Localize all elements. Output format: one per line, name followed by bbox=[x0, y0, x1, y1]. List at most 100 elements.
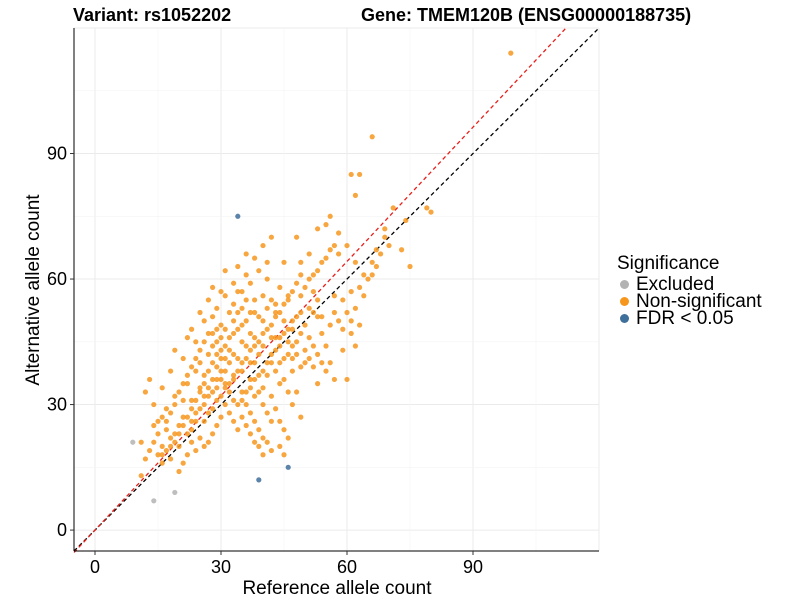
point-non-significant bbox=[281, 318, 287, 324]
point-non-significant bbox=[285, 351, 291, 357]
point-non-significant bbox=[210, 431, 216, 437]
point-non-significant bbox=[336, 230, 342, 236]
point-non-significant bbox=[289, 343, 295, 349]
point-non-significant bbox=[222, 326, 228, 332]
point-non-significant bbox=[382, 234, 388, 240]
point-non-significant bbox=[273, 347, 279, 353]
point-non-significant bbox=[252, 297, 258, 303]
point-non-significant bbox=[205, 297, 211, 303]
point-non-significant bbox=[189, 406, 195, 412]
point-non-significant bbox=[243, 251, 249, 257]
point-non-significant bbox=[340, 297, 346, 303]
point-non-significant bbox=[239, 360, 245, 366]
point-non-significant bbox=[344, 376, 350, 383]
point-non-significant bbox=[352, 305, 358, 311]
point-non-significant bbox=[163, 406, 169, 412]
point-non-significant bbox=[184, 335, 190, 341]
point-non-significant bbox=[235, 401, 241, 408]
point-non-significant bbox=[310, 364, 316, 370]
point-non-significant bbox=[214, 376, 220, 383]
point-non-significant bbox=[176, 443, 182, 449]
point-non-significant bbox=[231, 418, 237, 424]
point-non-significant bbox=[231, 318, 237, 324]
point-non-significant bbox=[508, 50, 514, 56]
point-non-significant bbox=[205, 330, 211, 337]
point-non-significant bbox=[264, 326, 270, 332]
point-non-significant bbox=[273, 335, 279, 341]
point-non-significant bbox=[197, 385, 203, 391]
axes bbox=[73, 28, 599, 552]
point-non-significant bbox=[336, 318, 342, 324]
point-non-significant bbox=[201, 393, 207, 399]
point-non-significant bbox=[155, 431, 161, 437]
point-non-significant bbox=[319, 259, 325, 265]
point-non-significant bbox=[264, 305, 270, 311]
point-non-significant bbox=[361, 272, 367, 278]
point-non-significant bbox=[268, 447, 274, 454]
point-non-significant bbox=[252, 393, 258, 399]
point-non-significant bbox=[218, 368, 224, 374]
point-non-significant bbox=[226, 360, 232, 366]
point-non-significant bbox=[302, 360, 308, 366]
point-non-significant bbox=[197, 360, 203, 366]
point-non-significant bbox=[147, 447, 153, 454]
point-non-significant bbox=[189, 418, 195, 424]
point-non-significant bbox=[348, 171, 354, 178]
point-non-significant bbox=[289, 355, 295, 362]
point-non-significant bbox=[243, 401, 249, 408]
point-non-significant bbox=[260, 343, 266, 349]
y-axis-label: Alternative allele count bbox=[23, 194, 44, 386]
point-non-significant bbox=[294, 280, 300, 286]
point-non-significant bbox=[247, 360, 253, 366]
point-non-significant bbox=[231, 301, 237, 307]
legend-item-non-significant: Non-significant bbox=[617, 292, 762, 311]
point-non-significant bbox=[273, 314, 279, 320]
point-non-significant bbox=[281, 355, 287, 362]
point-non-significant bbox=[252, 255, 258, 261]
point-non-significant bbox=[340, 347, 346, 353]
point-non-significant bbox=[176, 431, 182, 437]
point-non-significant bbox=[172, 401, 178, 408]
point-non-significant bbox=[235, 355, 241, 362]
point-non-significant bbox=[298, 272, 304, 278]
point-non-significant bbox=[268, 351, 274, 357]
point-non-significant bbox=[256, 443, 262, 449]
point-non-significant bbox=[281, 427, 287, 433]
point-excluded bbox=[172, 489, 178, 496]
point-non-significant bbox=[243, 297, 249, 303]
point-non-significant bbox=[231, 372, 237, 378]
point-non-significant bbox=[214, 305, 220, 311]
point-non-significant bbox=[268, 393, 274, 399]
point-non-significant bbox=[357, 322, 363, 328]
point-non-significant bbox=[205, 393, 211, 399]
variant-title: Variant: rs1052202 bbox=[73, 5, 232, 25]
point-non-significant bbox=[189, 427, 195, 433]
legend-dot-non-significant bbox=[620, 297, 629, 306]
legend-title: Significance bbox=[617, 253, 720, 274]
point-non-significant bbox=[327, 360, 333, 366]
point-non-significant bbox=[298, 414, 304, 420]
point-non-significant bbox=[168, 443, 174, 449]
point-non-significant bbox=[378, 251, 384, 257]
point-non-significant bbox=[235, 427, 241, 433]
point-non-significant bbox=[319, 330, 325, 337]
point-non-significant bbox=[247, 309, 253, 316]
point-non-significant bbox=[403, 217, 409, 224]
point-non-significant bbox=[298, 293, 304, 299]
point-non-significant bbox=[285, 326, 291, 332]
point-non-significant bbox=[281, 259, 287, 265]
point-non-significant bbox=[373, 263, 379, 270]
reference-line-identity bbox=[73, 27, 600, 552]
point-non-significant bbox=[369, 272, 375, 278]
point-non-significant bbox=[260, 330, 266, 337]
point-non-significant bbox=[197, 389, 203, 395]
point-non-significant bbox=[294, 339, 300, 345]
point-non-significant bbox=[247, 280, 253, 286]
legend-item-excluded: Excluded bbox=[617, 275, 762, 294]
point-non-significant bbox=[226, 389, 232, 395]
point-non-significant bbox=[151, 439, 157, 445]
point-non-significant bbox=[281, 330, 287, 337]
point-non-significant bbox=[260, 242, 266, 249]
point-non-significant bbox=[264, 360, 270, 366]
point-non-significant bbox=[176, 389, 182, 395]
